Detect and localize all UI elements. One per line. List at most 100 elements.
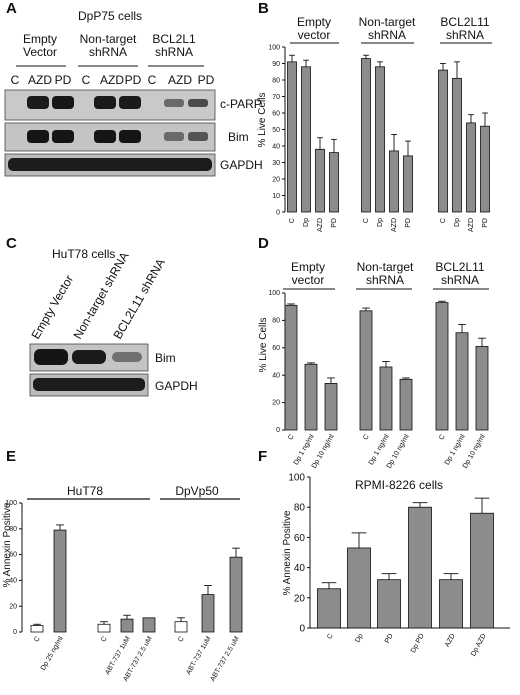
blot-a-group-1: Empty Vector	[23, 32, 57, 59]
blot-a-lane: C	[11, 73, 20, 87]
chart-b-bar	[287, 61, 297, 213]
chart-f-y-tick-label: 100	[288, 473, 305, 484]
band	[164, 132, 184, 141]
chart-e-group-label: HuT78	[67, 484, 103, 498]
band	[188, 99, 208, 107]
chart-e-bar	[229, 556, 243, 633]
chart-e-x-label: ABT-737 2.5 uM	[209, 635, 240, 682]
chart-f: RPMI-8226 cells % Annexin Positive 0 20 40…	[282, 473, 510, 658]
band	[119, 130, 141, 143]
chart-d-group-label: Empty vector	[291, 260, 325, 287]
chart-b-y-tick-label: 90	[272, 61, 280, 68]
chart-b-bar	[452, 77, 462, 213]
blot-a-row-label: c-PARP	[220, 97, 262, 111]
chart-f-x-label: Dp AZD	[470, 633, 488, 658]
chart-b-x-label: C	[363, 218, 370, 223]
band	[94, 130, 116, 143]
chart-e-bar	[97, 623, 111, 633]
chart-b-y-tick-label: 80	[272, 77, 280, 84]
chart-b-bar	[480, 125, 490, 213]
chart-e: HuT78 DpVp50 % Annexin Positive 0 20 40 60 8…	[2, 484, 243, 683]
chart-b-y-tick-label: 60	[272, 110, 280, 117]
chart-d: Empty vector Non-target shRNA BCL2L11 shRNA…	[258, 260, 489, 470]
chart-f-y-tick-label: 0	[299, 624, 305, 635]
chart-e-bar	[201, 594, 215, 633]
chart-b-y-tick-label: 40	[272, 143, 280, 150]
blot-a-lane: AZD	[28, 73, 52, 87]
blot-a-lane: PD	[198, 73, 215, 87]
chart-f-bar	[377, 579, 401, 629]
chart-d-bar	[435, 302, 449, 431]
chart-f-y-tick-label: 20	[294, 593, 306, 604]
blot-a-title: DpP75 cells	[78, 9, 142, 23]
chart-e-bar	[120, 618, 134, 633]
chart-d-bar	[359, 310, 373, 431]
chart-e-bar	[53, 529, 67, 633]
chart-d-bar	[455, 332, 469, 431]
blot-a-lane: PD	[55, 73, 72, 87]
chart-d-y-tick-label: 20	[272, 400, 280, 407]
chart-b-bar	[389, 150, 399, 213]
blot-a-lane: C	[148, 73, 157, 87]
chart-b-group-label: BCL2L11 shRNA	[440, 15, 489, 42]
chart-b-x-label: Dp	[303, 218, 310, 227]
chart-d-y-tick-label: 60	[272, 345, 280, 352]
chart-f-bar	[439, 579, 463, 629]
chart-b-x-label: PD	[405, 218, 412, 228]
chart-d-ylabel: % Live Cells	[258, 317, 269, 372]
chart-f-bar	[470, 512, 494, 629]
blot-c-title: HuT78 cells	[52, 247, 115, 261]
blot-a-group-3: BCL2L1 shRNA	[152, 32, 196, 59]
chart-f-x-label: Dp PD	[410, 633, 426, 654]
band	[188, 132, 208, 141]
chart-d-bar	[475, 346, 489, 431]
chart-b-bar	[301, 66, 311, 213]
chart-e-y-tick-label: 100	[5, 500, 17, 507]
chart-f-y-tick-label: 60	[294, 533, 306, 544]
chart-b-group-label: Non-target shRNA	[359, 15, 416, 42]
panel-letter-b: B	[258, 0, 269, 17]
chart-e-x-label: C	[177, 636, 186, 644]
chart-b-x-label: Dp	[454, 218, 461, 227]
chart-b-group-label: Empty vector	[297, 15, 331, 42]
blot-a: DpP75 cells Empty Vector Non-target shRNA …	[4, 9, 263, 177]
band	[112, 352, 142, 362]
band	[52, 130, 74, 143]
chart-e-ylabel: % Annexin Positive	[2, 502, 13, 587]
band	[119, 96, 141, 109]
chart-b-x-label: AZD	[468, 218, 475, 232]
chart-b-bar	[466, 122, 476, 213]
chart-b-y-tick-label: 0	[276, 209, 280, 216]
chart-b-x-label: AZD	[391, 218, 398, 232]
chart-d-y-tick-label: 0	[276, 427, 280, 434]
chart-d-x-label: C	[287, 434, 296, 442]
blot-c-row-label: GAPDH	[155, 379, 198, 393]
chart-e-bar	[30, 625, 44, 633]
chart-f-bar	[408, 506, 432, 629]
chart-d-bar	[399, 378, 413, 431]
chart-e-y-tick-label: 60	[9, 552, 17, 559]
chart-d-y-tick-label: 100	[268, 290, 280, 297]
chart-f-ylabel: % Annexin Positive	[282, 510, 293, 595]
band	[94, 96, 116, 109]
chart-b-y-tick-label: 10	[272, 193, 280, 200]
chart-b-y-tick-label: 30	[272, 160, 280, 167]
blot-a-row-label: GAPDH	[220, 158, 263, 172]
blot-c-lane: Empty Vector	[28, 273, 76, 342]
band	[52, 96, 74, 109]
chart-e-group-label: DpVp50	[175, 484, 219, 498]
chart-b-x-label: C	[289, 218, 296, 223]
chart-f-x-label: C	[326, 633, 335, 641]
chart-f-x-label: Dp	[354, 633, 364, 644]
blot-a-lane: PD	[125, 73, 142, 87]
chart-d-bar	[304, 363, 318, 431]
chart-d-bar	[284, 304, 298, 431]
chart-d-x-label: C	[438, 434, 447, 442]
chart-e-bar	[174, 621, 188, 633]
chart-b-bar	[329, 152, 339, 213]
chart-b-bar	[403, 155, 413, 213]
blot-c: HuT78 cells Empty Vector Non-target shRN…	[28, 247, 198, 397]
chart-e-x-label: Dp 25 ng/ml	[40, 635, 65, 672]
chart-b-bar	[361, 58, 371, 213]
chart-b-x-label: Dp	[377, 218, 384, 227]
